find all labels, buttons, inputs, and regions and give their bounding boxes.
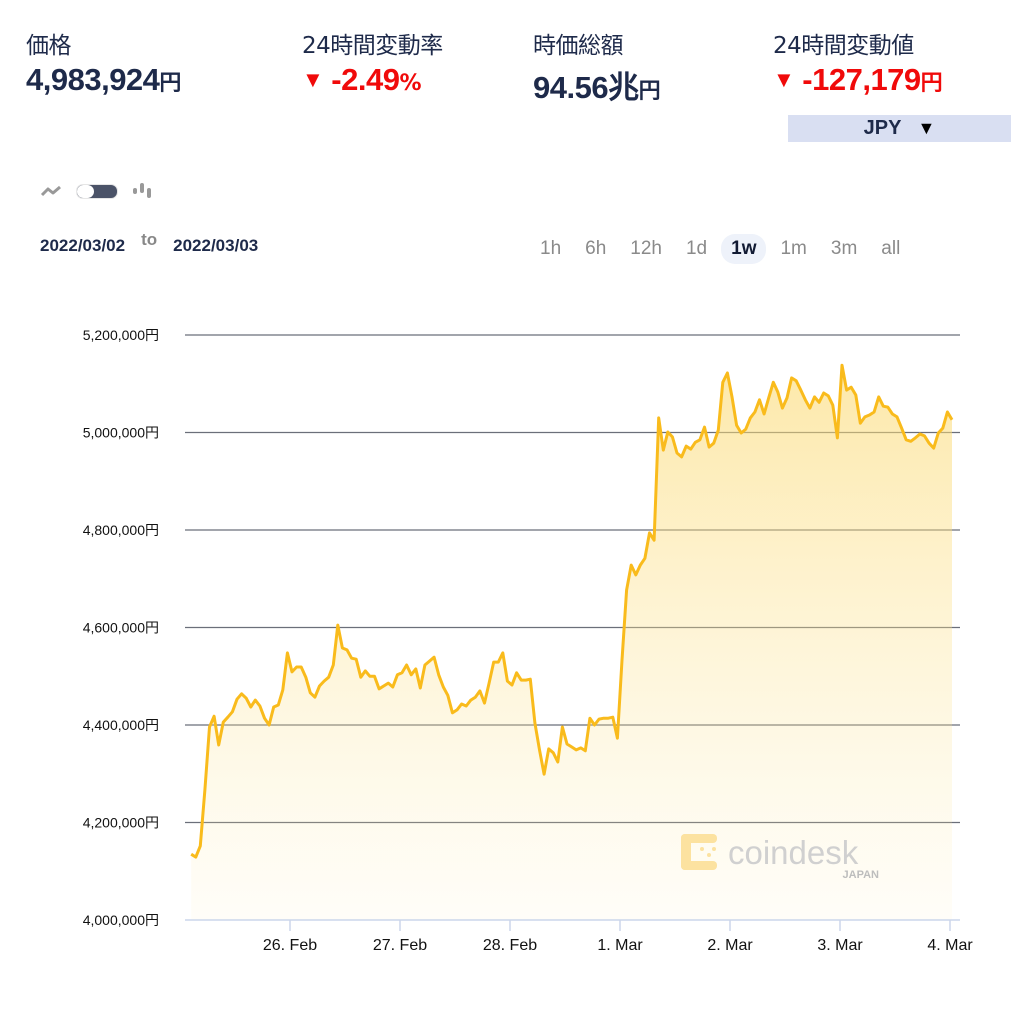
y-tick-label: 4,000,000円 <box>83 912 159 928</box>
x-tick-label: 3. Mar <box>817 937 863 954</box>
x-tick-label: 26. Feb <box>263 937 317 954</box>
price-line <box>190 363 954 859</box>
y-tick-label: 5,000,000円 <box>83 425 159 441</box>
currency-dropdown[interactable]: JPY ▼ <box>788 115 1011 142</box>
watermark-sub: JAPAN <box>843 869 880 881</box>
caret-down-icon: ▼ <box>917 118 936 138</box>
range-3m[interactable]: 3m <box>830 238 858 259</box>
x-tick-label: 4. Mar <box>927 937 973 954</box>
y-tick-label: 4,800,000円 <box>83 522 159 538</box>
stat-label: 時価総額 <box>533 33 624 59</box>
y-axis-labels: 4,000,000円 4,200,000円 4,400,000円 4,600,000円… <box>83 327 159 928</box>
price-area-fill <box>191 365 952 920</box>
unit: 円 <box>638 79 661 104</box>
x-tick-label: 2. Mar <box>707 937 753 954</box>
x-axis-labels: 26. Feb 27. Feb 28. Feb 1. Mar 2. Mar 3. Mar 4… <box>263 920 973 954</box>
unit: 円 <box>159 71 181 96</box>
down-arrow-icon: ▼ <box>302 67 324 92</box>
range-1h[interactable]: 1h <box>540 238 562 259</box>
stat-price: 価格 4,983,924円 <box>26 26 181 98</box>
watermark-brand: coindesk <box>728 834 859 871</box>
down-arrow-icon: ▼ <box>773 67 795 92</box>
change-value: -127,179 <box>802 62 921 97</box>
coindesk-watermark: coindesk JAPAN <box>681 834 879 881</box>
stat-value: 4,983,924円 <box>26 62 181 98</box>
stat-value: ▼ -127,179円 <box>773 62 943 98</box>
stat-24h-change-rate: 24時間変動率 ▼ -2.49% <box>302 26 443 98</box>
y-tick-label: 4,600,000円 <box>83 620 159 636</box>
range-1w[interactable]: 1w <box>721 234 767 264</box>
x-tick-label: 1. Mar <box>597 937 643 954</box>
x-tick-label: 27. Feb <box>373 937 427 954</box>
date-to[interactable]: 2022/03/03 <box>173 236 259 255</box>
stat-label: 価格 <box>26 33 71 59</box>
switch-knob <box>77 184 94 198</box>
date-to-label: to <box>141 230 158 249</box>
candlestick-icon[interactable] <box>132 182 152 200</box>
currency-label: JPY <box>863 117 902 139</box>
chart-type-switch[interactable] <box>76 183 118 199</box>
range-all[interactable]: all <box>881 238 901 259</box>
price-value: 4,983,924 <box>26 62 160 97</box>
unit: % <box>399 71 421 96</box>
market-cap-value: 94.56兆 <box>533 70 639 105</box>
range-1d[interactable]: 1d <box>685 238 708 259</box>
change-rate-value: -2.49 <box>331 62 400 97</box>
unit: 円 <box>920 71 943 96</box>
range-12h[interactable]: 12h <box>630 238 662 259</box>
y-tick-label: 4,200,000円 <box>83 815 159 831</box>
date-from[interactable]: 2022/03/02 <box>40 236 126 255</box>
range-1m[interactable]: 1m <box>780 238 807 259</box>
stat-label: 24時間変動値 <box>773 33 914 59</box>
x-tick-label: 28. Feb <box>483 937 537 954</box>
stat-value: ▼ -2.49% <box>302 62 443 98</box>
stat-market-cap: 時価総額 94.56兆円 <box>533 26 661 107</box>
coindesk-logo-icon <box>681 834 717 870</box>
range-selector: 1h 6h 12h 1d 1w 1m 3m all <box>530 234 914 264</box>
chart-type-toggle <box>40 182 152 200</box>
stat-label: 24時間変動率 <box>302 33 443 59</box>
line-chart-icon[interactable] <box>40 184 62 198</box>
y-tick-label: 4,400,000円 <box>83 717 159 733</box>
stat-value: 94.56兆円 <box>533 62 661 107</box>
date-range: 2022/03/02 to 2022/03/03 <box>40 230 259 256</box>
stat-24h-change-value: 24時間変動値 ▼ -127,179円 <box>773 26 943 98</box>
range-6h[interactable]: 6h <box>585 238 607 259</box>
y-tick-label: 5,200,000円 <box>83 327 159 343</box>
